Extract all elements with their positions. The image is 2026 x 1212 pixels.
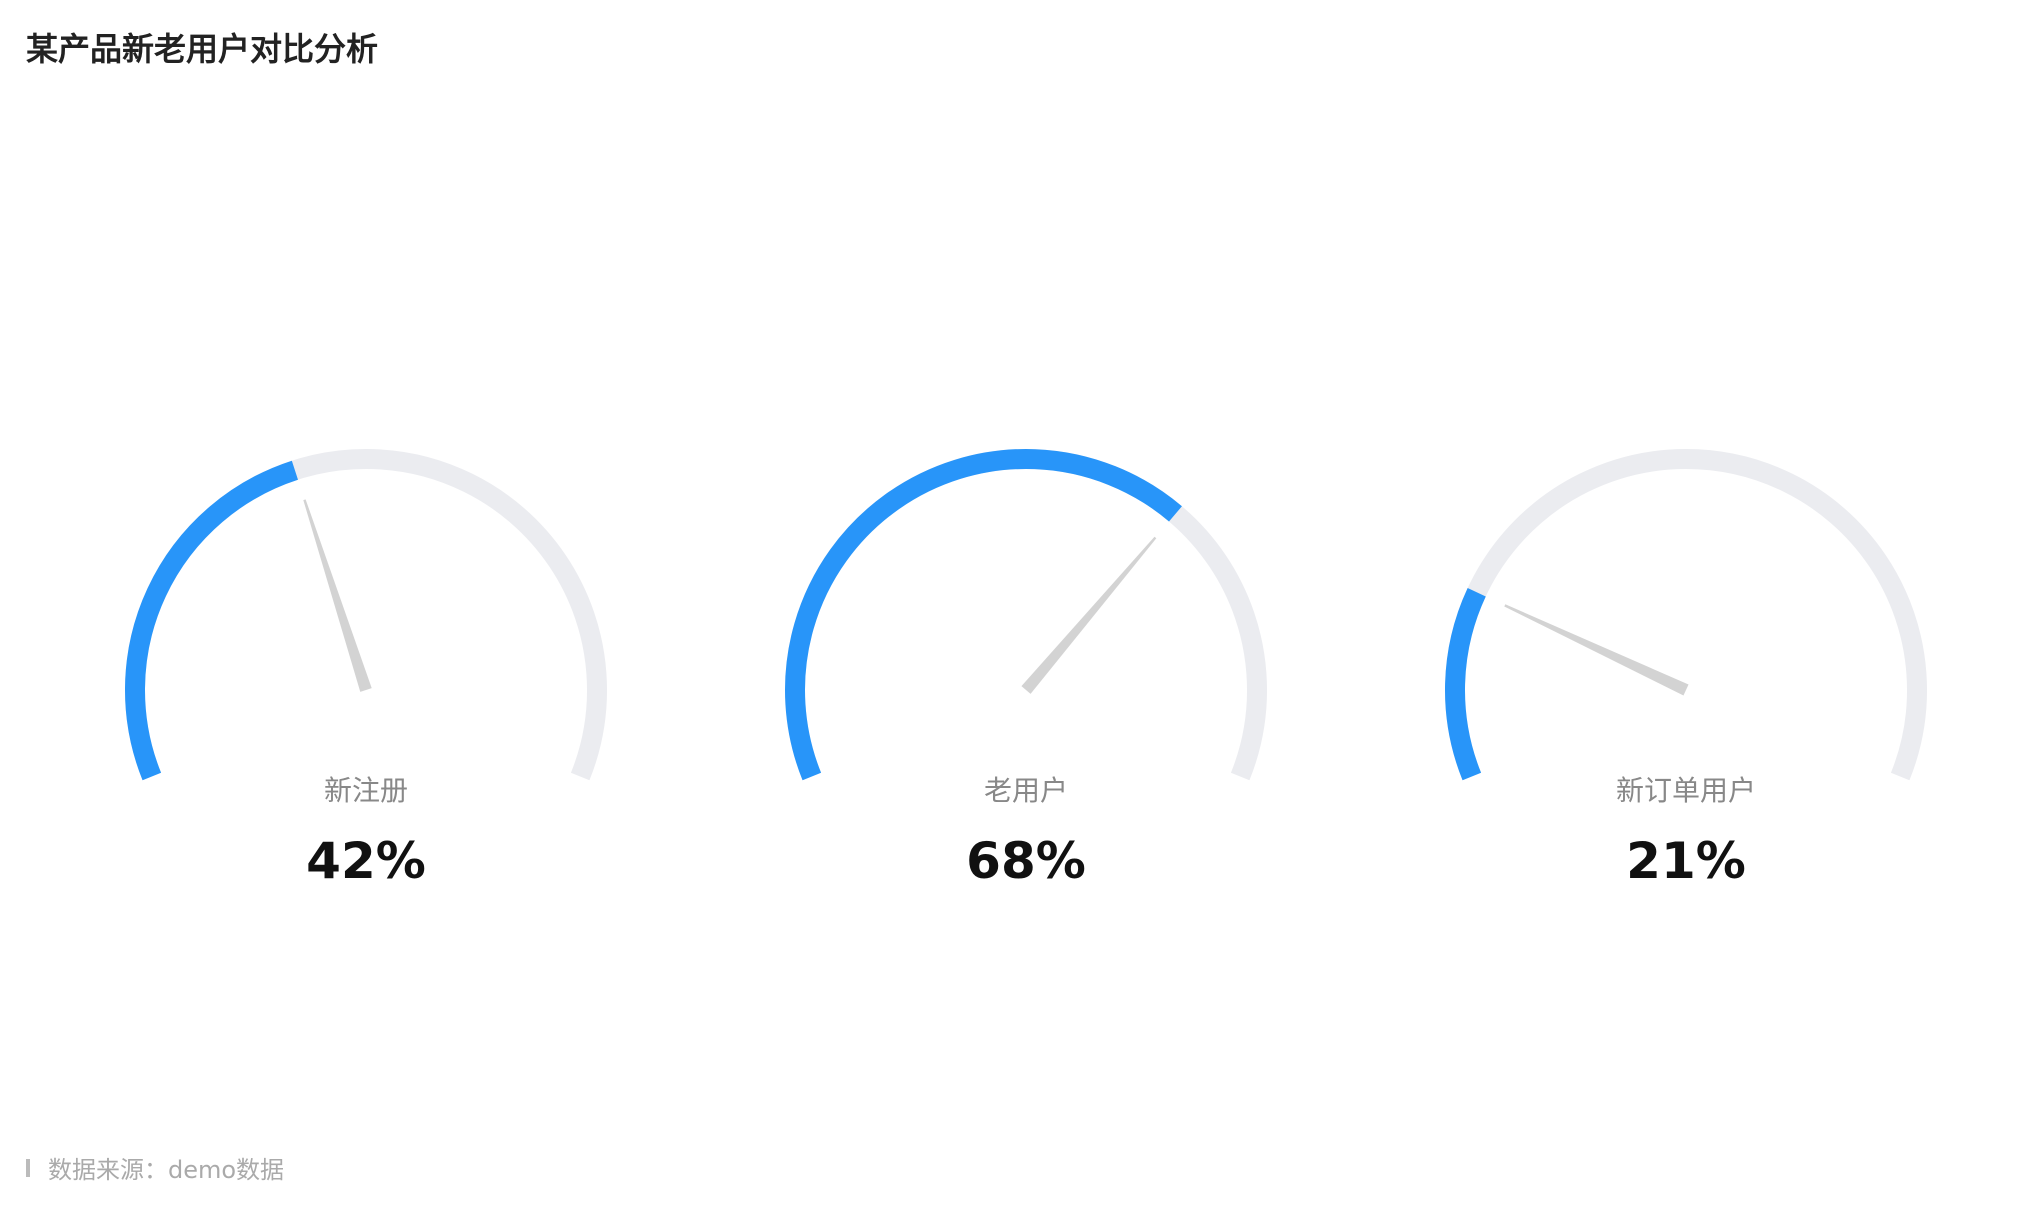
- chart-title: 某产品新老用户对比分析: [26, 30, 379, 68]
- gauge-3: 新订单用户 21%: [1445, 449, 1927, 890]
- gauge-track: [125, 449, 607, 781]
- gauge-pointer: [1504, 604, 1689, 696]
- gauge-track: [785, 449, 1267, 781]
- gauge-value: 42%: [306, 832, 426, 890]
- gauge-progress-arc: [1445, 588, 1486, 781]
- source-text: 数据来源：demo数据: [48, 1156, 285, 1184]
- gauge-progress-arc: [125, 460, 299, 781]
- gauge-label: 新订单用户: [1616, 774, 1756, 807]
- gauge-track: [1445, 449, 1927, 781]
- gauge-progress-arc: [785, 449, 1182, 781]
- gauge-value: 68%: [966, 832, 1086, 890]
- gauge-1: 新注册 42%: [125, 449, 607, 890]
- source-marker: [26, 1158, 30, 1177]
- data-source: 数据来源：demo数据: [26, 1150, 284, 1185]
- gauge-label: 新注册: [324, 774, 408, 807]
- gauge-value: 21%: [1626, 832, 1746, 890]
- gauge-pointer: [303, 499, 372, 692]
- gauge-pointer: [1021, 536, 1157, 694]
- gauge-label: 老用户: [984, 774, 1068, 807]
- gauge-2: 老用户 68%: [785, 449, 1267, 890]
